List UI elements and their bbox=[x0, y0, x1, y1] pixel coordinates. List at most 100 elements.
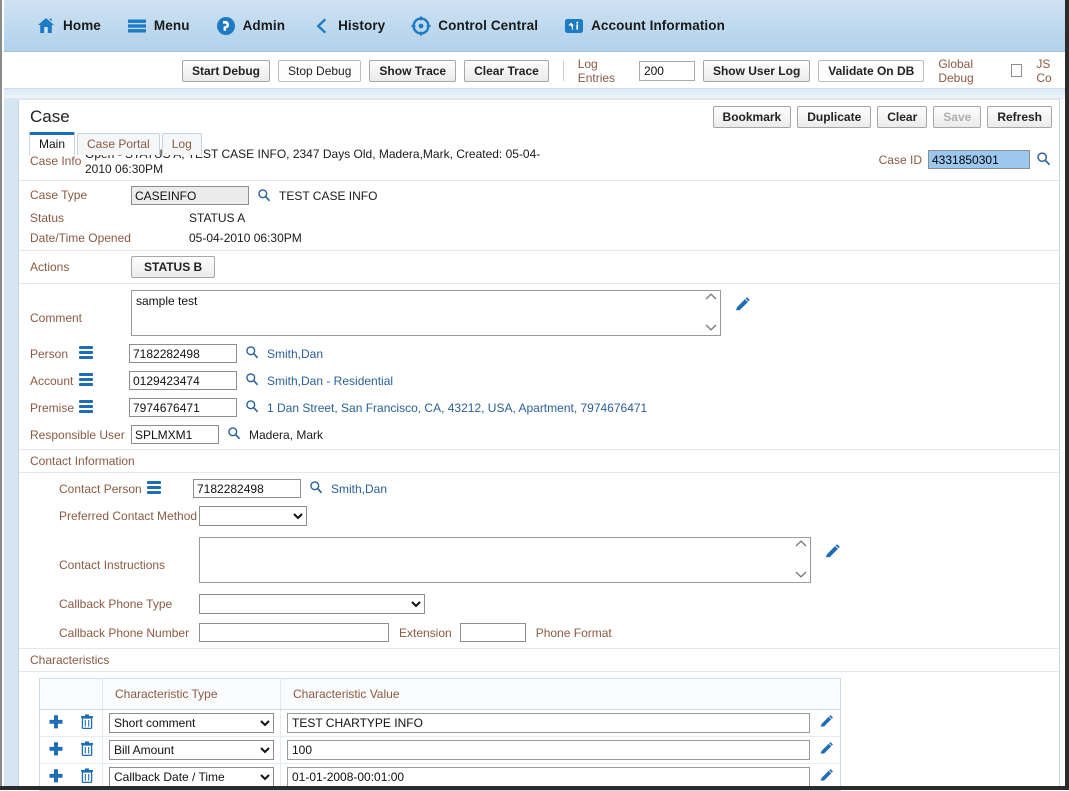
bookmark-button[interactable]: Bookmark bbox=[712, 106, 792, 128]
nav-item-home[interactable]: Home bbox=[36, 16, 101, 36]
tab-case-portal[interactable]: Case Portal bbox=[77, 133, 160, 155]
nav-item-admin[interactable]: Admin bbox=[216, 16, 286, 36]
status-b-action-button[interactable]: STATUS B bbox=[131, 256, 216, 278]
log-entries-label: Log Entries bbox=[577, 56, 616, 85]
duplicate-button[interactable]: Duplicate bbox=[797, 106, 872, 128]
delete-row-icon[interactable] bbox=[80, 740, 94, 760]
comment-textarea[interactable]: sample test bbox=[131, 290, 721, 336]
characteristic-value-input[interactable] bbox=[287, 767, 810, 787]
tab-main[interactable]: Main bbox=[29, 132, 76, 155]
tab-bar: Main Case Portal Log bbox=[29, 132, 202, 155]
add-row-icon[interactable]: ✚ bbox=[48, 767, 64, 786]
start-debug-button[interactable]: Start Debug bbox=[182, 59, 271, 82]
callback-phone-number-input[interactable] bbox=[199, 623, 389, 642]
history-back-icon bbox=[311, 16, 331, 36]
responsible-user-input[interactable] bbox=[131, 425, 219, 444]
delete-row-icon[interactable] bbox=[80, 713, 94, 733]
contact-instructions-edit-pencil-icon[interactable] bbox=[823, 543, 841, 564]
tab-log[interactable]: Log bbox=[161, 133, 202, 155]
contact-person-input[interactable] bbox=[193, 479, 301, 498]
log-entries-input[interactable] bbox=[638, 60, 695, 81]
column-header-characteristic-value: Characteristic Value bbox=[293, 687, 400, 701]
callback-phone-type-select[interactable] bbox=[199, 594, 425, 614]
toolbar-divider-1 bbox=[562, 60, 564, 81]
extension-input[interactable] bbox=[459, 623, 526, 642]
add-row-icon[interactable]: ✚ bbox=[48, 740, 64, 759]
premise-row: Premise 1 Dan Street, San Francisco, CA,… bbox=[19, 393, 1059, 420]
characteristic-edit-pencil-icon[interactable] bbox=[818, 741, 834, 760]
preferred-contact-method-select[interactable] bbox=[199, 506, 307, 526]
status-row: Status STATUS A bbox=[19, 208, 1059, 228]
save-button: Save bbox=[933, 106, 982, 128]
add-row-icon[interactable]: ✚ bbox=[48, 713, 64, 732]
characteristic-type-select[interactable]: Short comment bbox=[109, 713, 274, 733]
date-opened-row: Date/Time Opened 05-04-2010 06:30PM bbox=[19, 228, 1059, 251]
delete-row-icon[interactable] bbox=[80, 767, 94, 787]
show-user-log-button[interactable]: Show User Log bbox=[702, 59, 811, 82]
account-menu-icon[interactable] bbox=[79, 373, 93, 388]
left-rail bbox=[4, 99, 18, 786]
person-input[interactable] bbox=[129, 344, 237, 363]
nav-item-menu[interactable]: Menu bbox=[127, 16, 190, 36]
case-id-input[interactable] bbox=[928, 150, 1030, 169]
clear-trace-button[interactable]: Clear Trace bbox=[464, 59, 549, 82]
validate-on-db-button[interactable]: Validate On DB bbox=[818, 59, 925, 82]
toolbar-bottom-strip bbox=[4, 89, 1065, 99]
callback-phone-number-label: Callback Phone Number bbox=[59, 625, 190, 640]
contact-person-menu-icon[interactable] bbox=[147, 481, 161, 496]
account-search-icon[interactable] bbox=[245, 372, 259, 389]
panel-action-buttons: Bookmark Duplicate Clear Save Refresh bbox=[712, 106, 1052, 128]
show-trace-button[interactable]: Show Trace bbox=[369, 59, 457, 82]
refresh-button[interactable]: Refresh bbox=[987, 106, 1052, 128]
column-header-characteristic-type: Characteristic Type bbox=[115, 687, 218, 701]
premise-label: Premise bbox=[30, 400, 75, 415]
characteristic-type-select[interactable]: Bill Amount bbox=[109, 740, 274, 760]
comment-row: Comment sample test bbox=[19, 284, 1059, 339]
characteristic-value-input[interactable] bbox=[287, 740, 810, 760]
global-debug-checkbox[interactable] bbox=[1010, 64, 1023, 77]
case-type-row: Case Type TEST CASE INFO bbox=[19, 181, 1059, 208]
js-console-label: JS Co bbox=[1036, 56, 1052, 85]
characteristic-type-select[interactable]: Callback Date / Time bbox=[109, 767, 274, 787]
comment-scroll-arrows[interactable] bbox=[703, 292, 719, 332]
premise-description[interactable]: 1 Dan Street, San Francisco, CA, 43212, … bbox=[267, 400, 648, 415]
contact-instructions-wrap bbox=[199, 537, 811, 583]
premise-input[interactable] bbox=[129, 398, 237, 417]
nav-item-history[interactable]: History bbox=[311, 16, 385, 36]
premise-search-icon[interactable] bbox=[245, 399, 259, 416]
responsible-user-label: Responsible User bbox=[30, 427, 125, 442]
person-search-icon[interactable] bbox=[245, 345, 259, 362]
date-opened-value: 05-04-2010 06:30PM bbox=[189, 231, 302, 245]
date-opened-label: Date/Time Opened bbox=[30, 231, 131, 245]
characteristic-edit-pencil-icon[interactable] bbox=[818, 768, 834, 787]
callback-phone-type-row: Callback Phone Type bbox=[19, 586, 1059, 617]
clear-button[interactable]: Clear bbox=[877, 106, 928, 128]
comment-edit-pencil-icon[interactable] bbox=[733, 296, 751, 317]
premise-menu-icon[interactable] bbox=[79, 400, 93, 415]
global-debug-label: Global Debug bbox=[938, 56, 974, 85]
nav-item-control-central[interactable]: Control Central bbox=[411, 15, 538, 36]
characteristic-edit-pencil-icon[interactable] bbox=[818, 714, 834, 733]
characteristic-value-input[interactable] bbox=[287, 713, 810, 733]
account-label: Account bbox=[30, 373, 74, 388]
case-type-search-icon[interactable] bbox=[257, 188, 271, 205]
contact-person-search-icon[interactable] bbox=[309, 480, 323, 497]
person-menu-icon[interactable] bbox=[79, 346, 93, 361]
case-type-input[interactable] bbox=[131, 186, 249, 205]
contact-person-description[interactable]: Smith,Dan bbox=[331, 481, 388, 496]
status-label: Status bbox=[30, 211, 65, 225]
responsible-user-search-icon[interactable] bbox=[227, 426, 241, 443]
person-row: Person Smith,Dan bbox=[19, 339, 1059, 366]
contact-instructions-textarea[interactable] bbox=[199, 537, 811, 583]
stop-debug-button[interactable]: Stop Debug bbox=[278, 59, 362, 82]
account-input[interactable] bbox=[129, 371, 237, 390]
column-header-add bbox=[50, 689, 62, 699]
account-description[interactable]: Smith,Dan - Residential bbox=[267, 373, 394, 388]
callback-phone-number-row: Callback Phone Number Extension Phone Fo… bbox=[19, 617, 1059, 648]
case-id-search-icon[interactable] bbox=[1036, 151, 1051, 169]
contact-instructions-scroll-arrows[interactable] bbox=[793, 539, 809, 579]
nav-item-account-information[interactable]: Account Information bbox=[564, 16, 725, 36]
control-central-icon bbox=[411, 15, 431, 36]
person-description[interactable]: Smith,Dan bbox=[267, 346, 324, 361]
